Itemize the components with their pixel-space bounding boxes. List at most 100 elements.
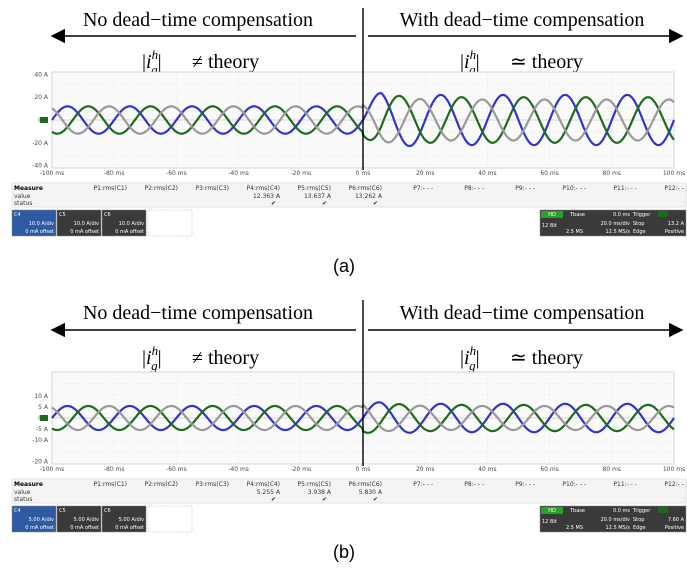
bits-label: 12 Bit (542, 519, 557, 525)
y-tick-label: -20 A (32, 140, 49, 147)
y-tick-label: 5 A (38, 404, 49, 411)
hd-label: HD (548, 508, 556, 514)
measure-value: 5.830 A (359, 489, 383, 496)
measure-param: P3:rms(C3) (196, 481, 229, 488)
left-equation: |ih g| ≠ theory (142, 343, 259, 373)
x-tick-label: 40 ms (478, 170, 497, 177)
channel-box[interactable] (56, 209, 102, 237)
measure-param: P10:- - - (562, 185, 586, 192)
y-tick-label: -10 A (32, 437, 49, 444)
channel-box[interactable] (11, 505, 57, 533)
left-relation: ≠ theory (192, 51, 259, 73)
channel-offset: 0 mA offset (70, 525, 99, 531)
x-tick-label: -100 ms (40, 170, 65, 177)
right-equation: |ih g| ≃ theory (460, 343, 583, 373)
slope-label: Positive (665, 229, 684, 235)
svg-text:|ihg|: |ih g| (460, 343, 480, 373)
y-tick-label: -5 A (36, 426, 49, 433)
measure-param: P9:- - - (515, 185, 535, 192)
channel-boxes-b: C4 5.00 A/div 0 mA offset C5 5.00 A/div 0 mA … (11, 505, 193, 533)
trigger-label: Trigger (632, 508, 651, 514)
empty-channel-slot (147, 209, 193, 237)
x-tick-label: -40 ms (228, 170, 249, 177)
channel-scale: 10.0 A/div (74, 221, 99, 227)
stop-label: Stop (633, 221, 644, 227)
bits-label: 12 Bit (542, 223, 557, 229)
measure-value-label: value (14, 193, 31, 200)
slope-label: Positive (665, 525, 684, 531)
measure-table-b: Measure value status P1:rms(C1) P2:rms(C2… (11, 478, 687, 504)
left-relation: ≠ theory (192, 347, 259, 369)
channel-offset: 0 mA offset (115, 525, 144, 531)
channel-tag: C5 (59, 212, 66, 218)
channel-tag: C4 (14, 212, 21, 218)
x-tick-label: -60 ms (166, 170, 187, 177)
y-tick-label: 40 A (34, 71, 49, 78)
measure-param: P7:- - - (413, 185, 433, 192)
status-check-icon: ✔ (373, 200, 378, 207)
trigger-channel-icon (658, 507, 668, 513)
measure-heading: Measure (14, 185, 43, 192)
channel-scale: 5.00 A/div (119, 517, 144, 523)
svg-text:|ihg|: |ih g| (142, 343, 162, 373)
trigger-level: 7.60 A (668, 517, 685, 523)
measure-param: P11:- - - (613, 185, 637, 192)
measure-value: 3.938 A (308, 489, 332, 496)
channel-box[interactable] (56, 505, 102, 533)
hd-badge (541, 507, 563, 514)
x-tick-label: 0 ms (356, 170, 371, 177)
x-tick-label: 100 ms (663, 466, 685, 473)
trigger-level: 13.2 A (668, 221, 685, 227)
channel-boxes-a: C4 10.0 A/div 0 mA offset C5 10.0 A/div 0 mA … (11, 209, 193, 237)
measure-param: P2:rms(C2) (145, 185, 178, 192)
x-tick-label: -20 ms (290, 170, 311, 177)
channel-box[interactable] (11, 209, 57, 237)
measure-param: P5:rms(C5) (298, 481, 331, 488)
sample-rate: 12.5 MS/s (606, 525, 631, 531)
measure-param: P9:- - - (515, 481, 535, 488)
y-tick-label: -40 A (32, 163, 49, 170)
sample-rate: 12.5 MS/s (606, 229, 631, 235)
measure-param: P8:- - - (464, 185, 484, 192)
channel-tag: C5 (59, 508, 66, 514)
timebase-box-a: HD 12 Bit Tbase 0.0 ms 20.0 ms/div 2.5 MS 12.5… (539, 209, 687, 237)
right-label: With dead−time compensation (400, 9, 645, 31)
measure-status-label: status (14, 200, 32, 207)
time-div: 20.0 ms/div (601, 517, 630, 523)
measure-value: 5.255 A (257, 489, 281, 496)
right-label: With dead−time compensation (400, 302, 645, 324)
measure-param: P5:rms(C5) (298, 185, 331, 192)
measure-param: P1:rms(C1) (94, 481, 127, 488)
measure-value-label: value (14, 489, 31, 496)
trigger-channel-icon (658, 211, 668, 217)
tbase-label: Tbase (569, 508, 585, 514)
x-tick-label: -60 ms (166, 466, 187, 473)
channel-box[interactable] (101, 505, 147, 533)
tbase-value: 0.0 ms (613, 212, 630, 218)
y-tick-label: -20 A (32, 459, 49, 466)
x-tick-label: -80 ms (104, 170, 125, 177)
left-label: No dead−time compensation (83, 302, 313, 324)
edge-label: Edge (633, 525, 646, 531)
stop-label: Stop (633, 517, 644, 523)
panel-a: No dead−time compensation With dead−time… (11, 8, 687, 276)
y-tick-label: 20 A (34, 94, 49, 101)
channel-box[interactable] (101, 209, 147, 237)
panel-b: No dead−time compensation With dead−time… (11, 300, 687, 562)
tbase-label: Tbase (569, 212, 585, 218)
right-equation: |ih g| ≃ theory (460, 47, 583, 77)
timebase-box-b: HD 12 Bit Tbase 0.0 ms 20.0 ms/div 2.5 MS 12.5… (539, 505, 687, 533)
channel-offset: 0 mA offset (25, 525, 54, 531)
x-tick-label: 100 ms (663, 170, 685, 177)
empty-channel-slot (147, 505, 193, 533)
channel-offset: 0 mA offset (115, 229, 144, 235)
time-div: 20.0 ms/div (601, 221, 630, 227)
scope-plot-a: -100 ms -80 ms -60 ms -40 ms -20 ms 0 ms 20 ms… (32, 71, 685, 177)
channel-offset: 0 mA offset (25, 229, 54, 235)
x-tick-label: -20 ms (290, 466, 311, 473)
measure-param: P12:- - - (664, 481, 687, 488)
x-tick-label: 20 ms (416, 466, 435, 473)
svg-text:|ihg|: |ih g| (460, 47, 480, 77)
measure-param: P7:- - - (413, 481, 433, 488)
